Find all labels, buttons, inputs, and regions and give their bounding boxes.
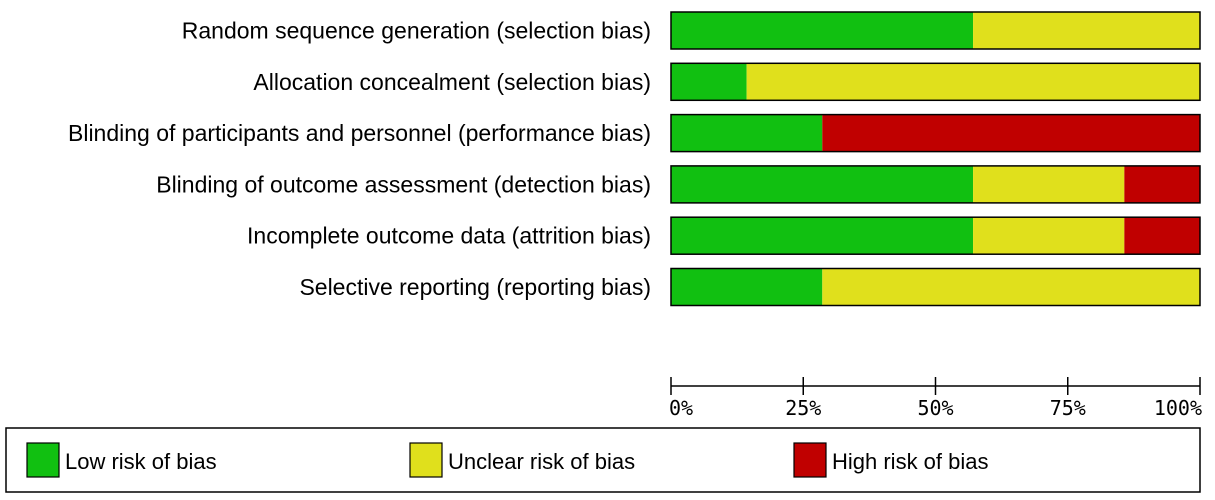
legend-item: Low risk of bias [26,442,217,478]
legend-label: Low risk of bias [65,449,217,474]
bar-segment-low-risk-of-bias [671,63,747,101]
legend: Low risk of bias Unclear risk of bias High… [5,427,1201,493]
bar-outline [670,267,1201,307]
x-axis: 0% 25% 50% 75% 100% [669,377,1202,420]
legend-swatch [409,442,443,478]
bar-outline [670,113,1201,153]
bar-rows: Random sequence generation (selection bi… [68,11,1201,307]
x-tick-label: 75% [1050,396,1086,420]
x-tick-label: 50% [917,396,953,420]
bar-segment-low-risk-of-bias [671,268,823,306]
row-label: Random sequence generation (selection bi… [182,18,651,44]
legend-box [5,427,1201,493]
bar-outline [670,165,1201,204]
bar-row: Allocation concealment (selection bias) [253,62,1201,102]
row-label: Blinding of outcome assessment (detectio… [156,171,651,197]
x-tick-label: 0% [669,396,693,420]
bar-segment-unclear-risk-of-bias [822,268,1200,306]
bar-row: Incomplete outcome data (attrition bias) [247,216,1201,255]
bar-segment-unclear-risk-of-bias [746,63,1200,101]
bar-segment-high-risk-of-bias [1124,217,1200,255]
bar-row: Selective reporting (reporting bias) [299,267,1201,307]
row-label: Blinding of participants and personnel (… [68,120,651,146]
bar-row: Blinding of outcome assessment (detectio… [156,165,1201,204]
bar-segment-unclear-risk-of-bias [973,217,1125,255]
legend-label: High risk of bias [832,449,989,474]
row-label: Selective reporting (reporting bias) [299,274,651,300]
bar-row: Random sequence generation (selection bi… [182,11,1201,50]
bar-segment-unclear-risk-of-bias [973,12,1200,49]
bar-segment-unclear-risk-of-bias [973,165,1125,203]
bar-segment-high-risk-of-bias [1124,165,1200,203]
legend-label: Unclear risk of bias [448,449,635,474]
bar-row: Blinding of participants and personnel (… [68,113,1201,153]
bar-outline [670,11,1201,50]
legend-item: Unclear risk of bias [409,442,635,478]
bar-outline [670,62,1201,102]
row-label: Incomplete outcome data (attrition bias) [247,223,651,249]
x-tick-label: 25% [785,396,821,420]
bar-segment-low-risk-of-bias [671,165,974,203]
bar-segment-high-risk-of-bias [822,114,1200,152]
legend-swatch [793,442,827,478]
bar-segment-low-risk-of-bias [671,217,974,255]
x-tick-label: 100% [1154,396,1202,420]
legend-swatch [26,442,60,478]
row-label: Allocation concealment (selection bias) [253,69,651,95]
bar-segment-low-risk-of-bias [671,12,974,49]
bar-segment-low-risk-of-bias [671,114,823,152]
legend-item: High risk of bias [793,442,989,478]
bar-outline [670,216,1201,255]
